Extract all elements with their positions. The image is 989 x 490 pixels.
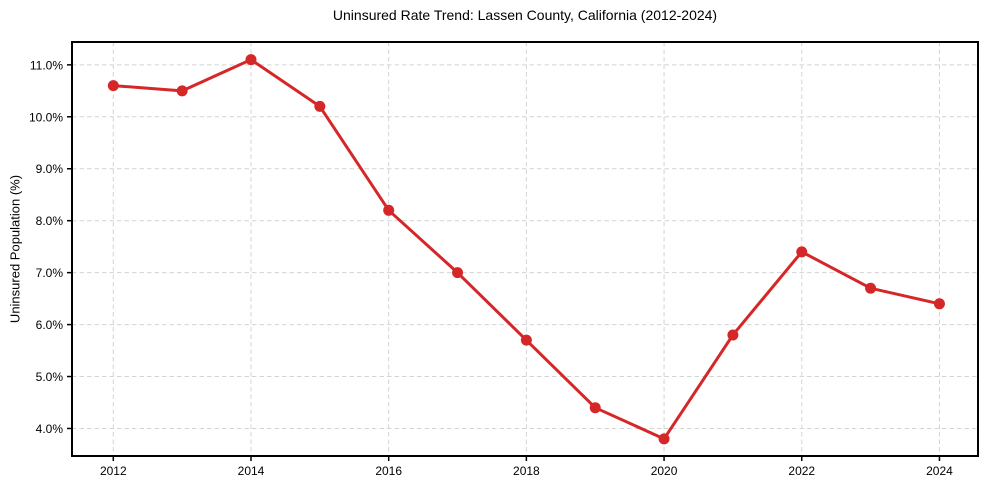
- x-tick-label: 2018: [513, 464, 540, 478]
- y-tick-label: 11.0%: [30, 58, 63, 72]
- y-tick-label: 8.0%: [36, 214, 64, 228]
- y-tick-label: 10.0%: [29, 110, 63, 124]
- data-point-2013: [176, 85, 188, 97]
- y-tick-label: 4.0%: [36, 422, 64, 436]
- data-point-2012: [107, 80, 119, 92]
- data-point-2024: [933, 298, 945, 310]
- x-tick-label: 2014: [238, 464, 265, 478]
- x-tick-label: 2016: [375, 464, 402, 478]
- x-tick-label: 2024: [926, 464, 953, 478]
- data-point-2020: [658, 433, 670, 445]
- x-tick-label: 2020: [651, 464, 678, 478]
- data-point-2022: [796, 246, 808, 258]
- y-tick-label: 5.0%: [36, 370, 64, 384]
- data-point-2017: [452, 267, 464, 279]
- data-point-2021: [727, 329, 739, 341]
- x-tick-label: 2022: [788, 464, 815, 478]
- data-point-2015: [314, 100, 326, 112]
- y-tick-label: 9.0%: [36, 162, 64, 176]
- data-point-2023: [865, 282, 877, 294]
- y-tick-label: 6.0%: [36, 318, 64, 332]
- data-point-2014: [245, 54, 257, 66]
- chart-title: Uninsured Rate Trend: Lassen County, Cal…: [332, 7, 718, 23]
- y-tick-label: 7.0%: [36, 266, 64, 280]
- axes-border: [71, 41, 979, 457]
- data-point-2016: [383, 204, 395, 216]
- x-tick-label: 2012: [100, 464, 127, 478]
- data-point-2019: [589, 402, 601, 414]
- data-point-2018: [520, 334, 532, 346]
